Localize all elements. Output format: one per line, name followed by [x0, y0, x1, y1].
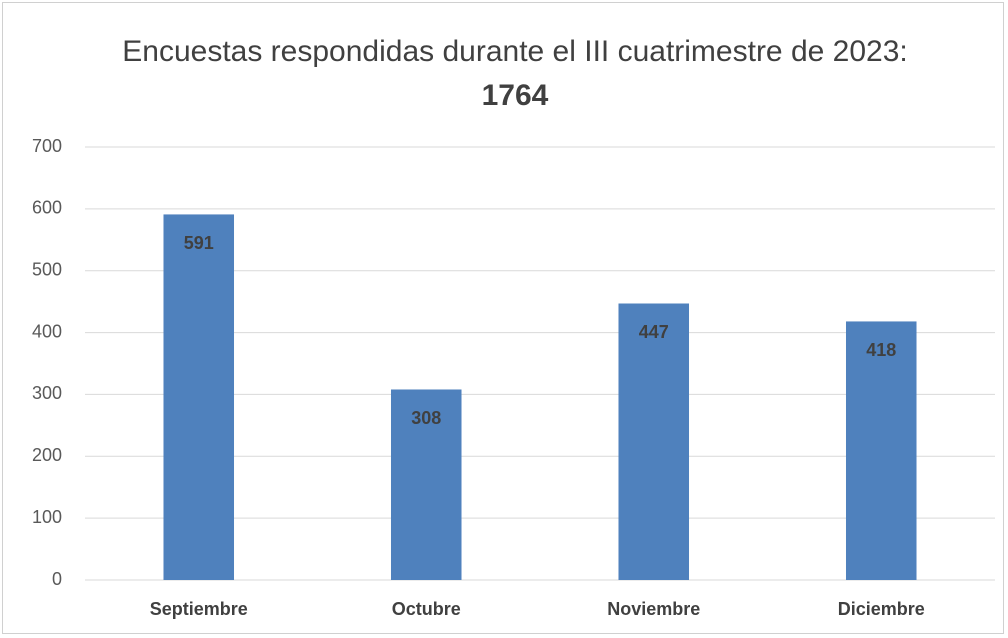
title-total: 1764 — [481, 79, 549, 112]
y-tick-label: 100 — [32, 507, 62, 527]
bar — [390, 389, 462, 580]
data-label: 591 — [184, 233, 214, 253]
bar — [163, 214, 235, 580]
title-text: Encuestas respondidas durante el III cua… — [122, 35, 908, 68]
data-label: 308 — [411, 408, 441, 428]
data-label: 447 — [639, 322, 669, 342]
y-tick-label: 0 — [52, 569, 62, 589]
y-tick-label: 700 — [32, 136, 62, 156]
y-tick-label: 300 — [32, 383, 62, 403]
data-label: 418 — [866, 340, 896, 360]
y-tick-label: 500 — [32, 259, 62, 279]
chart-title: Encuestas respondidas durante el III cua… — [100, 30, 930, 118]
bar — [618, 303, 690, 580]
x-tick-label: Septiembre — [150, 599, 248, 619]
y-tick-label: 400 — [32, 321, 62, 341]
y-tick-label: 200 — [32, 445, 62, 465]
x-tick-label: Noviembre — [607, 599, 700, 619]
bar — [845, 321, 917, 580]
x-tick-label: Diciembre — [838, 599, 925, 619]
y-tick-label: 600 — [32, 198, 62, 218]
x-tick-label: Octubre — [392, 599, 461, 619]
